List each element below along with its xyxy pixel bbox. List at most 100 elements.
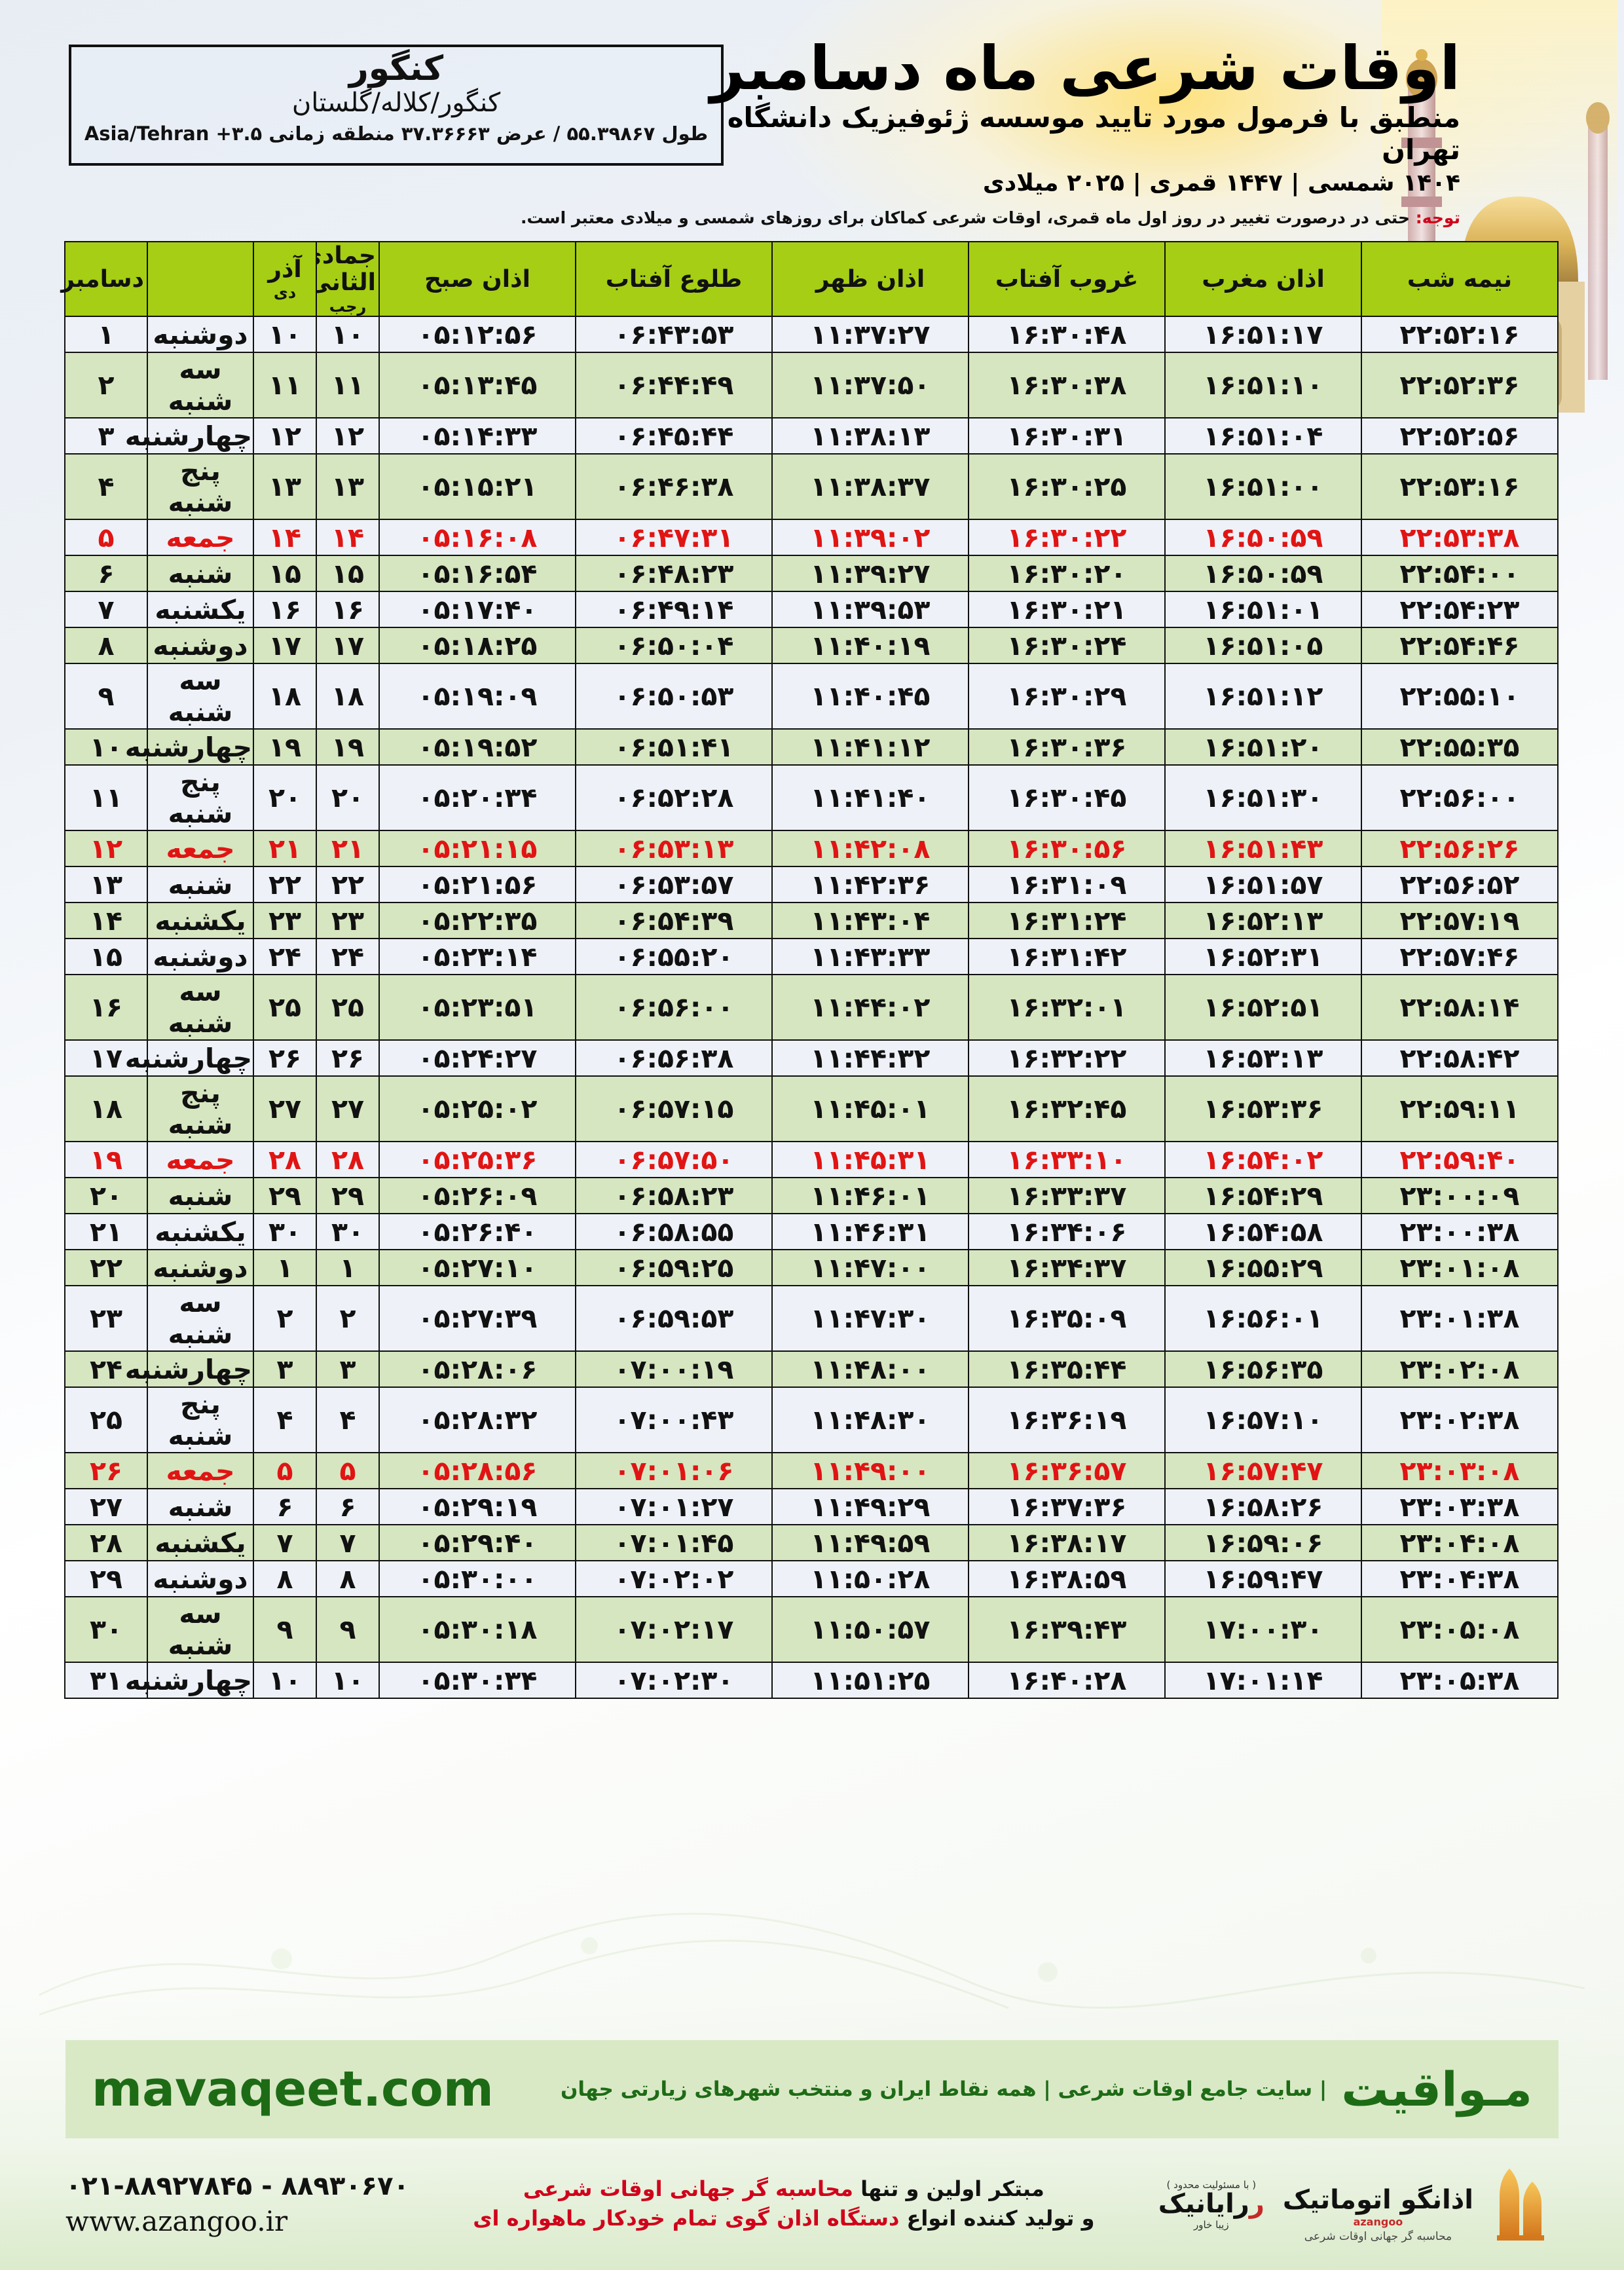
cell-dhuhr: ۱۱:۴۹:۲۹ — [771, 1488, 969, 1526]
cell-fajr: ۰۵:۲۷:۳۹ — [378, 1285, 576, 1352]
table-row: ۲۳:۰۴:۰۸ ۱۶:۵۹:۰۶ ۱۶:۳۸:۱۷ ۱۱:۴۹:۵۹ ۰۷:۰۱:۴۵… — [64, 1524, 1559, 1562]
contact-website[interactable]: www.azangoo.ir — [65, 2205, 288, 2237]
cell-hijri-rajab: ۱۰ — [316, 316, 380, 354]
cell-maghrib: ۱۷:۰۰:۳۰ — [1164, 1596, 1362, 1664]
cell-midnight: ۲۲:۵۷:۱۹ — [1361, 902, 1559, 940]
cell-hijri-rajab: ۱۰ — [316, 1662, 380, 1700]
cell-midnight: ۲۲:۵۶:۵۲ — [1361, 866, 1559, 904]
cell-weekday: دوشنبه — [147, 938, 254, 976]
cell-weekday: چهارشنبه — [125, 1350, 254, 1388]
slogan-2-dark: و تولید کننده انواع — [906, 2206, 1095, 2231]
table-row: ۲۲:۵۳:۱۶ ۱۶:۵۱:۰۰ ۱۶:۳۰:۲۵ ۱۱:۳۸:۳۷ ۰۶:۴۶:۳۸… — [64, 453, 1559, 521]
cell-dhuhr: ۱۱:۴۴:۰۲ — [771, 974, 969, 1041]
cell-sunrise: ۰۶:۵۷:۱۵ — [575, 1075, 773, 1143]
cell-hijri-dey: ۲ — [253, 1285, 317, 1352]
table-row: ۲۲:۵۴:۴۶ ۱۶:۵۱:۰۵ ۱۶:۳۰:۲۴ ۱۱:۴۰:۱۹ ۰۶:۵۰:۰۴… — [64, 627, 1559, 665]
cell-day: ۱۲ — [64, 830, 148, 868]
table-row: ۲۳:۰۰:۰۹ ۱۶:۵۴:۲۹ ۱۶:۳۳:۳۷ ۱۱:۴۶:۰۱ ۰۶:۵۸:۲۳… — [64, 1177, 1559, 1215]
cell-midnight: ۲۳:۰۵:۳۸ — [1361, 1662, 1559, 1700]
cell-hijri-dey: ۱۲ — [253, 417, 317, 455]
cell-midnight: ۲۲:۵۷:۴۶ — [1361, 938, 1559, 976]
cell-day: ۲۶ — [64, 1452, 148, 1490]
cell-midnight: ۲۳:۰۲:۳۸ — [1361, 1386, 1559, 1454]
cell-hijri-rajab: ۱۶ — [316, 591, 380, 629]
mavaqeet-domain-link[interactable]: mavaqeet.com — [92, 2061, 494, 2117]
cell-maghrib: ۱۶:۵۰:۵۹ — [1164, 519, 1362, 557]
cell-dhuhr: ۱۱:۴۹:۵۹ — [771, 1524, 969, 1562]
cell-hijri-dey: ۲۳ — [253, 902, 317, 940]
cell-maghrib: ۱۶:۵۴:۲۹ — [1164, 1177, 1362, 1215]
cell-fajr: ۰۵:۲۴:۲۷ — [378, 1039, 576, 1077]
slogan-line-1: مبتکر اولین و تنها محاسبه گر جهانی اوقات… — [473, 2174, 1094, 2204]
cell-hijri-rajab: ۱۴ — [316, 519, 380, 557]
cell-hijri-rajab: ۲۵ — [316, 974, 380, 1041]
table-row: ۲۲:۵۴:۲۳ ۱۶:۵۱:۰۱ ۱۶:۳۰:۲۱ ۱۱:۳۹:۵۳ ۰۶:۴۹:۱۴… — [64, 591, 1559, 629]
cell-maghrib: ۱۶:۵۴:۰۲ — [1164, 1141, 1362, 1179]
table-row: ۲۳:۰۰:۳۸ ۱۶:۵۴:۵۸ ۱۶:۳۴:۰۶ ۱۱:۴۶:۳۱ ۰۶:۵۸:۵۵… — [64, 1213, 1559, 1251]
cell-midnight: ۲۲:۵۳:۱۶ — [1361, 453, 1559, 521]
cell-sunset: ۱۶:۳۱:۲۴ — [968, 902, 1166, 940]
hijri-bottom-label-dey: دی — [273, 284, 297, 303]
cell-sunset: ۱۶:۳۲:۰۱ — [968, 974, 1166, 1041]
col-header-weekday — [147, 240, 254, 318]
rayaneik-title: ررایانیک — [1158, 2191, 1264, 2217]
cell-weekday: سه شنبه — [147, 974, 254, 1041]
cell-midnight: ۲۲:۵۳:۳۸ — [1361, 519, 1559, 557]
mavaqeet-brand: مـواقیت — [1341, 2062, 1532, 2117]
cell-sunset: ۱۶:۳۰:۲۲ — [968, 519, 1166, 557]
cell-hijri-dey: ۸ — [253, 1560, 317, 1598]
cell-hijri-dey: ۱۰ — [253, 1662, 317, 1700]
table-row: ۲۲:۵۷:۴۶ ۱۶:۵۲:۳۱ ۱۶:۳۱:۴۲ ۱۱:۴۳:۳۳ ۰۶:۵۵:۲۰… — [64, 938, 1559, 976]
cell-midnight: ۲۳:۰۴:۳۸ — [1361, 1560, 1559, 1598]
cell-maghrib: ۱۶:۵۳:۱۳ — [1164, 1039, 1362, 1077]
cell-sunrise: ۰۶:۵۲:۲۸ — [575, 764, 773, 832]
cell-sunset: ۱۶:۳۴:۰۶ — [968, 1213, 1166, 1251]
cell-hijri-rajab: ۴ — [316, 1386, 380, 1454]
table-row: ۲۳:۰۲:۳۸ ۱۶:۵۷:۱۰ ۱۶:۳۶:۱۹ ۱۱:۴۸:۳۰ ۰۷:۰۰:۴۳… — [64, 1386, 1559, 1454]
cell-weekday: یکشنبه — [147, 902, 254, 940]
cell-hijri-rajab: ۵ — [316, 1452, 380, 1490]
cell-midnight: ۲۲:۵۸:۴۲ — [1361, 1039, 1559, 1077]
cell-maghrib: ۱۶:۵۱:۱۰ — [1164, 352, 1362, 419]
cell-weekday: سه شنبه — [147, 352, 254, 419]
cell-midnight: ۲۳:۰۱:۳۸ — [1361, 1285, 1559, 1352]
table-row: ۲۳:۰۳:۰۸ ۱۶:۵۷:۴۷ ۱۶:۳۶:۵۷ ۱۱:۴۹:۰۰ ۰۷:۰۱:۰۶… — [64, 1452, 1559, 1490]
cell-hijri-rajab: ۲۸ — [316, 1141, 380, 1179]
cell-maghrib: ۱۶:۵۶:۰۱ — [1164, 1285, 1362, 1352]
cell-maghrib: ۱۶:۵۴:۵۸ — [1164, 1213, 1362, 1251]
cell-fajr: ۰۵:۱۶:۵۴ — [378, 555, 576, 593]
cell-fajr: ۰۵:۲۱:۵۶ — [378, 866, 576, 904]
table-row: ۲۲:۵۵:۳۵ ۱۶:۵۱:۲۰ ۱۶:۳۰:۳۶ ۱۱:۴۱:۱۲ ۰۶:۵۱:۴۱… — [64, 728, 1559, 766]
footer-contact: ۰۲۱-۸۸۹۲۷۸۴۵ - ۸۸۹۳۰۶۷۰ www.azangoo.ir — [65, 2171, 409, 2237]
hijri-bottom-label-rajab: رجب — [329, 297, 367, 316]
cell-hijri-dey: ۲۵ — [253, 974, 317, 1041]
cell-hijri-dey: ۱۹ — [253, 728, 317, 766]
cell-midnight: ۲۲:۵۲:۳۶ — [1361, 352, 1559, 419]
cell-fajr: ۰۵:۲۲:۳۵ — [378, 902, 576, 940]
cell-hijri-rajab: ۱۷ — [316, 627, 380, 665]
cell-hijri-dey: ۴ — [253, 1386, 317, 1454]
cell-hijri-rajab: ۲۴ — [316, 938, 380, 976]
cell-sunset: ۱۶:۳۸:۵۹ — [968, 1560, 1166, 1598]
cell-fajr: ۰۵:۲۳:۵۱ — [378, 974, 576, 1041]
cell-hijri-dey: ۱۶ — [253, 591, 317, 629]
col-header-dhuhr: اذان ظهر — [771, 240, 969, 318]
cell-midnight: ۲۳:۰۳:۰۸ — [1361, 1452, 1559, 1490]
cell-hijri-rajab: ۹ — [316, 1596, 380, 1664]
cell-dhuhr: ۱۱:۴۶:۰۱ — [771, 1177, 969, 1215]
cell-dhuhr: ۱۱:۳۹:۰۲ — [771, 519, 969, 557]
cell-sunset: ۱۶:۳۰:۳۶ — [968, 728, 1166, 766]
cell-maghrib: ۱۶:۵۲:۳۱ — [1164, 938, 1362, 976]
cell-sunset: ۱۶:۳۰:۳۱ — [968, 417, 1166, 455]
cell-sunset: ۱۶:۳۰:۲۰ — [968, 555, 1166, 593]
cell-hijri-dey: ۱۰ — [253, 316, 317, 354]
cell-weekday: پنج شنبه — [147, 1075, 254, 1143]
cell-midnight: ۲۲:۵۸:۱۴ — [1361, 974, 1559, 1041]
rayaneik-side-text: زیبا خاور — [1193, 2219, 1229, 2231]
cell-hijri-dey: ۶ — [253, 1488, 317, 1526]
cell-fajr: ۰۵:۱۸:۲۵ — [378, 627, 576, 665]
cell-hijri-dey: ۱۴ — [253, 519, 317, 557]
rayaneik-accent: ر — [1249, 2189, 1264, 2219]
cell-fajr: ۰۵:۱۲:۵۶ — [378, 316, 576, 354]
cell-maghrib: ۱۶:۵۱:۰۵ — [1164, 627, 1362, 665]
